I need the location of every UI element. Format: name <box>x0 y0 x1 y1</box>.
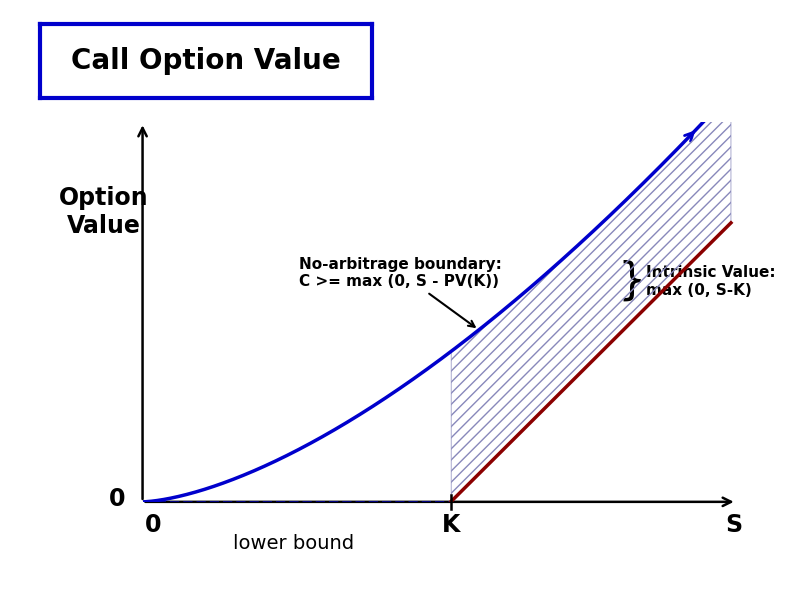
Text: Call Option Value: Call Option Value <box>71 47 341 75</box>
Text: Intrinsic Value:
max (0, S-K): Intrinsic Value: max (0, S-K) <box>645 265 775 297</box>
Text: 0: 0 <box>109 487 126 511</box>
Text: No-arbitrage boundary:
C >= max (0, S - PV(K)): No-arbitrage boundary: C >= max (0, S - … <box>299 257 502 327</box>
Text: 0: 0 <box>144 513 161 537</box>
Text: lower bound: lower bound <box>234 534 355 553</box>
Text: K: K <box>442 513 460 537</box>
Text: S: S <box>725 513 742 537</box>
Text: Option
Value: Option Value <box>59 186 148 237</box>
Text: }: } <box>618 260 646 303</box>
